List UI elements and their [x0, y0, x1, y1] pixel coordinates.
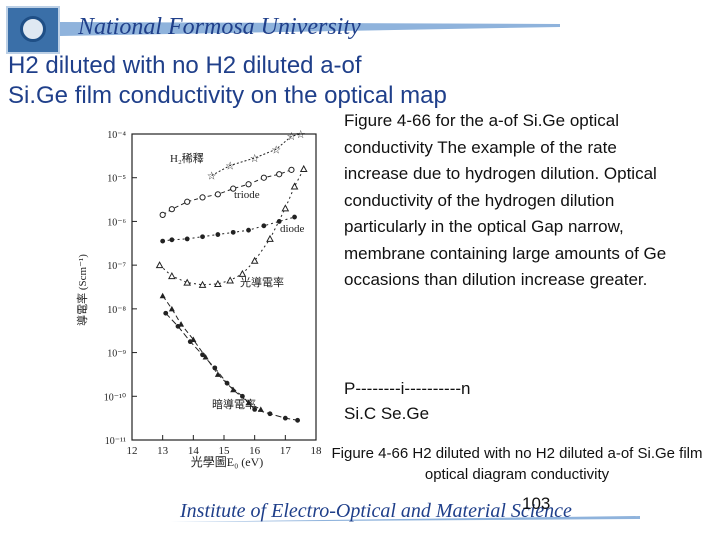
data-point-dot — [169, 237, 175, 243]
data-point-triangle-filled — [257, 406, 264, 412]
data-point-star: ☆ — [296, 129, 306, 141]
data-point-triangle-filled — [168, 305, 175, 312]
data-point-circle-open — [168, 206, 175, 213]
figure-caption: Figure 4-66 H2 diluted with no H2 dilute… — [331, 445, 703, 483]
data-point-dot-dark — [187, 339, 193, 345]
y-tick-label: 10⁻⁶ — [107, 217, 126, 228]
y-tick-label: 10⁻¹⁰ — [104, 392, 126, 403]
data-point-triangle-open — [266, 234, 274, 242]
data-point-dot — [184, 236, 190, 242]
data-point-dot — [230, 229, 236, 235]
series-line-dot — [162, 216, 295, 242]
data-point-triangle-open — [281, 204, 290, 212]
university-name: National Formosa University — [78, 14, 361, 40]
data-point-dot-dark — [163, 310, 169, 316]
series-line-triangle-open — [159, 168, 305, 286]
data-point-circle-open — [260, 174, 267, 181]
x-tick-label: 14 — [188, 445, 200, 457]
data-point-circle-open — [245, 181, 252, 188]
data-point-circle-open — [214, 191, 221, 198]
data-point-circle-open — [159, 211, 166, 218]
data-point-dot — [215, 232, 221, 237]
series-line-star — [211, 133, 301, 176]
data-point-circle-open — [230, 185, 237, 192]
data-point-triangle-open — [168, 272, 176, 280]
data-point-triangle-open — [155, 261, 164, 269]
conductivity-chart: 10⁻⁴ 10⁻⁵ 10⁻⁶ 10⁻⁷ 10⁻⁸ 10⁻⁹ 10⁻¹⁰ 10⁻¹¹ 12 13 1… — [75, 129, 323, 469]
data-point-triangle-open — [198, 280, 207, 288]
series-line-circle-open — [162, 169, 292, 216]
data-point-circle-open — [199, 194, 206, 201]
university-logo — [6, 6, 60, 54]
x-tick-label: 17 — [280, 445, 292, 457]
annotation-photoconductivity: 光導電率 — [240, 275, 284, 289]
y-tick-label: 10⁻⁴ — [107, 130, 126, 141]
plot-frame — [131, 133, 317, 441]
x-axis-label: 光學圖E₀ (eV) — [191, 455, 264, 469]
data-point-circle-open — [184, 198, 191, 205]
data-point-triangle-open — [226, 276, 234, 284]
data-point-dot-dark — [212, 365, 218, 371]
y-tick-label: 10⁻¹¹ — [105, 436, 126, 447]
data-point-dot-dark — [252, 407, 258, 412]
logo-emblem-icon — [20, 16, 46, 42]
footer-decor-band — [170, 516, 640, 522]
y-tick-label: 10⁻⁷ — [107, 261, 126, 272]
x-tick-label: 16 — [249, 445, 261, 457]
data-point-dot-dark — [295, 417, 300, 423]
data-point-dot — [246, 227, 251, 233]
y-tick-label: 10⁻⁸ — [107, 305, 126, 316]
pin-structure-note: P--------i----------n Si.C Se.Ge — [344, 376, 470, 426]
data-point-triangle-filled — [245, 399, 252, 406]
data-point-dot — [200, 234, 205, 240]
data-point-triangle-open — [290, 182, 299, 190]
annotation-diode: diode — [280, 223, 305, 235]
annotation-triode: triode — [234, 189, 260, 201]
data-point-triangle-open — [183, 278, 192, 286]
slide-title-line-2: Si.Ge film conductivity on the optical m… — [8, 82, 447, 109]
data-point-triangle-open — [214, 279, 222, 287]
header-decor-band — [60, 22, 560, 36]
x-tick-label: 13 — [157, 445, 169, 457]
annotation-dark-conductivity: 暗導電率 — [212, 397, 256, 411]
data-point-dot-dark — [175, 323, 181, 329]
data-point-star: ☆ — [225, 160, 235, 172]
pin-materials: Si.C Se.Ge — [344, 404, 430, 423]
data-point-triangle-open — [238, 269, 247, 277]
data-point-dot-dark — [200, 352, 205, 358]
page-number: 103 — [522, 494, 551, 513]
data-point-triangle-filled — [202, 353, 209, 360]
data-point-dot-dark — [240, 393, 245, 399]
data-point-dot-dark — [224, 380, 230, 386]
data-point-star: ☆ — [271, 144, 281, 156]
data-point-triangle-filled — [159, 292, 166, 299]
institute-name: Institute of Electro-Optical and Materia… — [180, 500, 572, 522]
y-tick-label: 10⁻⁵ — [107, 174, 126, 185]
data-point-dot — [160, 238, 166, 244]
x-tick-label: 12 — [127, 445, 138, 457]
data-point-circle-open — [288, 166, 295, 173]
data-point-circle-open — [276, 171, 283, 178]
data-point-dot — [276, 219, 282, 224]
y-axis-label: 導電率 (Scm⁻¹) — [75, 254, 89, 326]
y-tick-label: 10⁻⁹ — [107, 349, 126, 360]
data-point-triangle-open — [250, 256, 259, 264]
data-point-star: ☆ — [287, 131, 297, 143]
x-tick-label: 15 — [219, 445, 231, 457]
annotation-h2-dilution: H₂稀釋 — [170, 152, 204, 165]
series-line-triangle-filled — [162, 295, 262, 410]
data-point-dot-dark — [267, 411, 273, 417]
figure-description: Figure 4-66 for the a-of Si.Ge optical c… — [344, 111, 667, 289]
data-point-dot-dark — [282, 415, 288, 421]
data-point-star: ☆ — [250, 153, 260, 165]
x-tick-label: 18 — [311, 445, 323, 457]
data-point-triangle-filled — [214, 371, 221, 377]
pin-layers: P--------i----------n — [344, 379, 471, 398]
data-point-star: ☆ — [207, 171, 217, 183]
data-point-dot — [261, 223, 267, 229]
data-point-triangle-filled — [230, 386, 237, 393]
slide-title-line-1: H2 diluted with no H2 diluted a-of — [8, 52, 362, 79]
data-point-dot — [292, 214, 297, 220]
data-point-triangle-open — [299, 164, 308, 172]
